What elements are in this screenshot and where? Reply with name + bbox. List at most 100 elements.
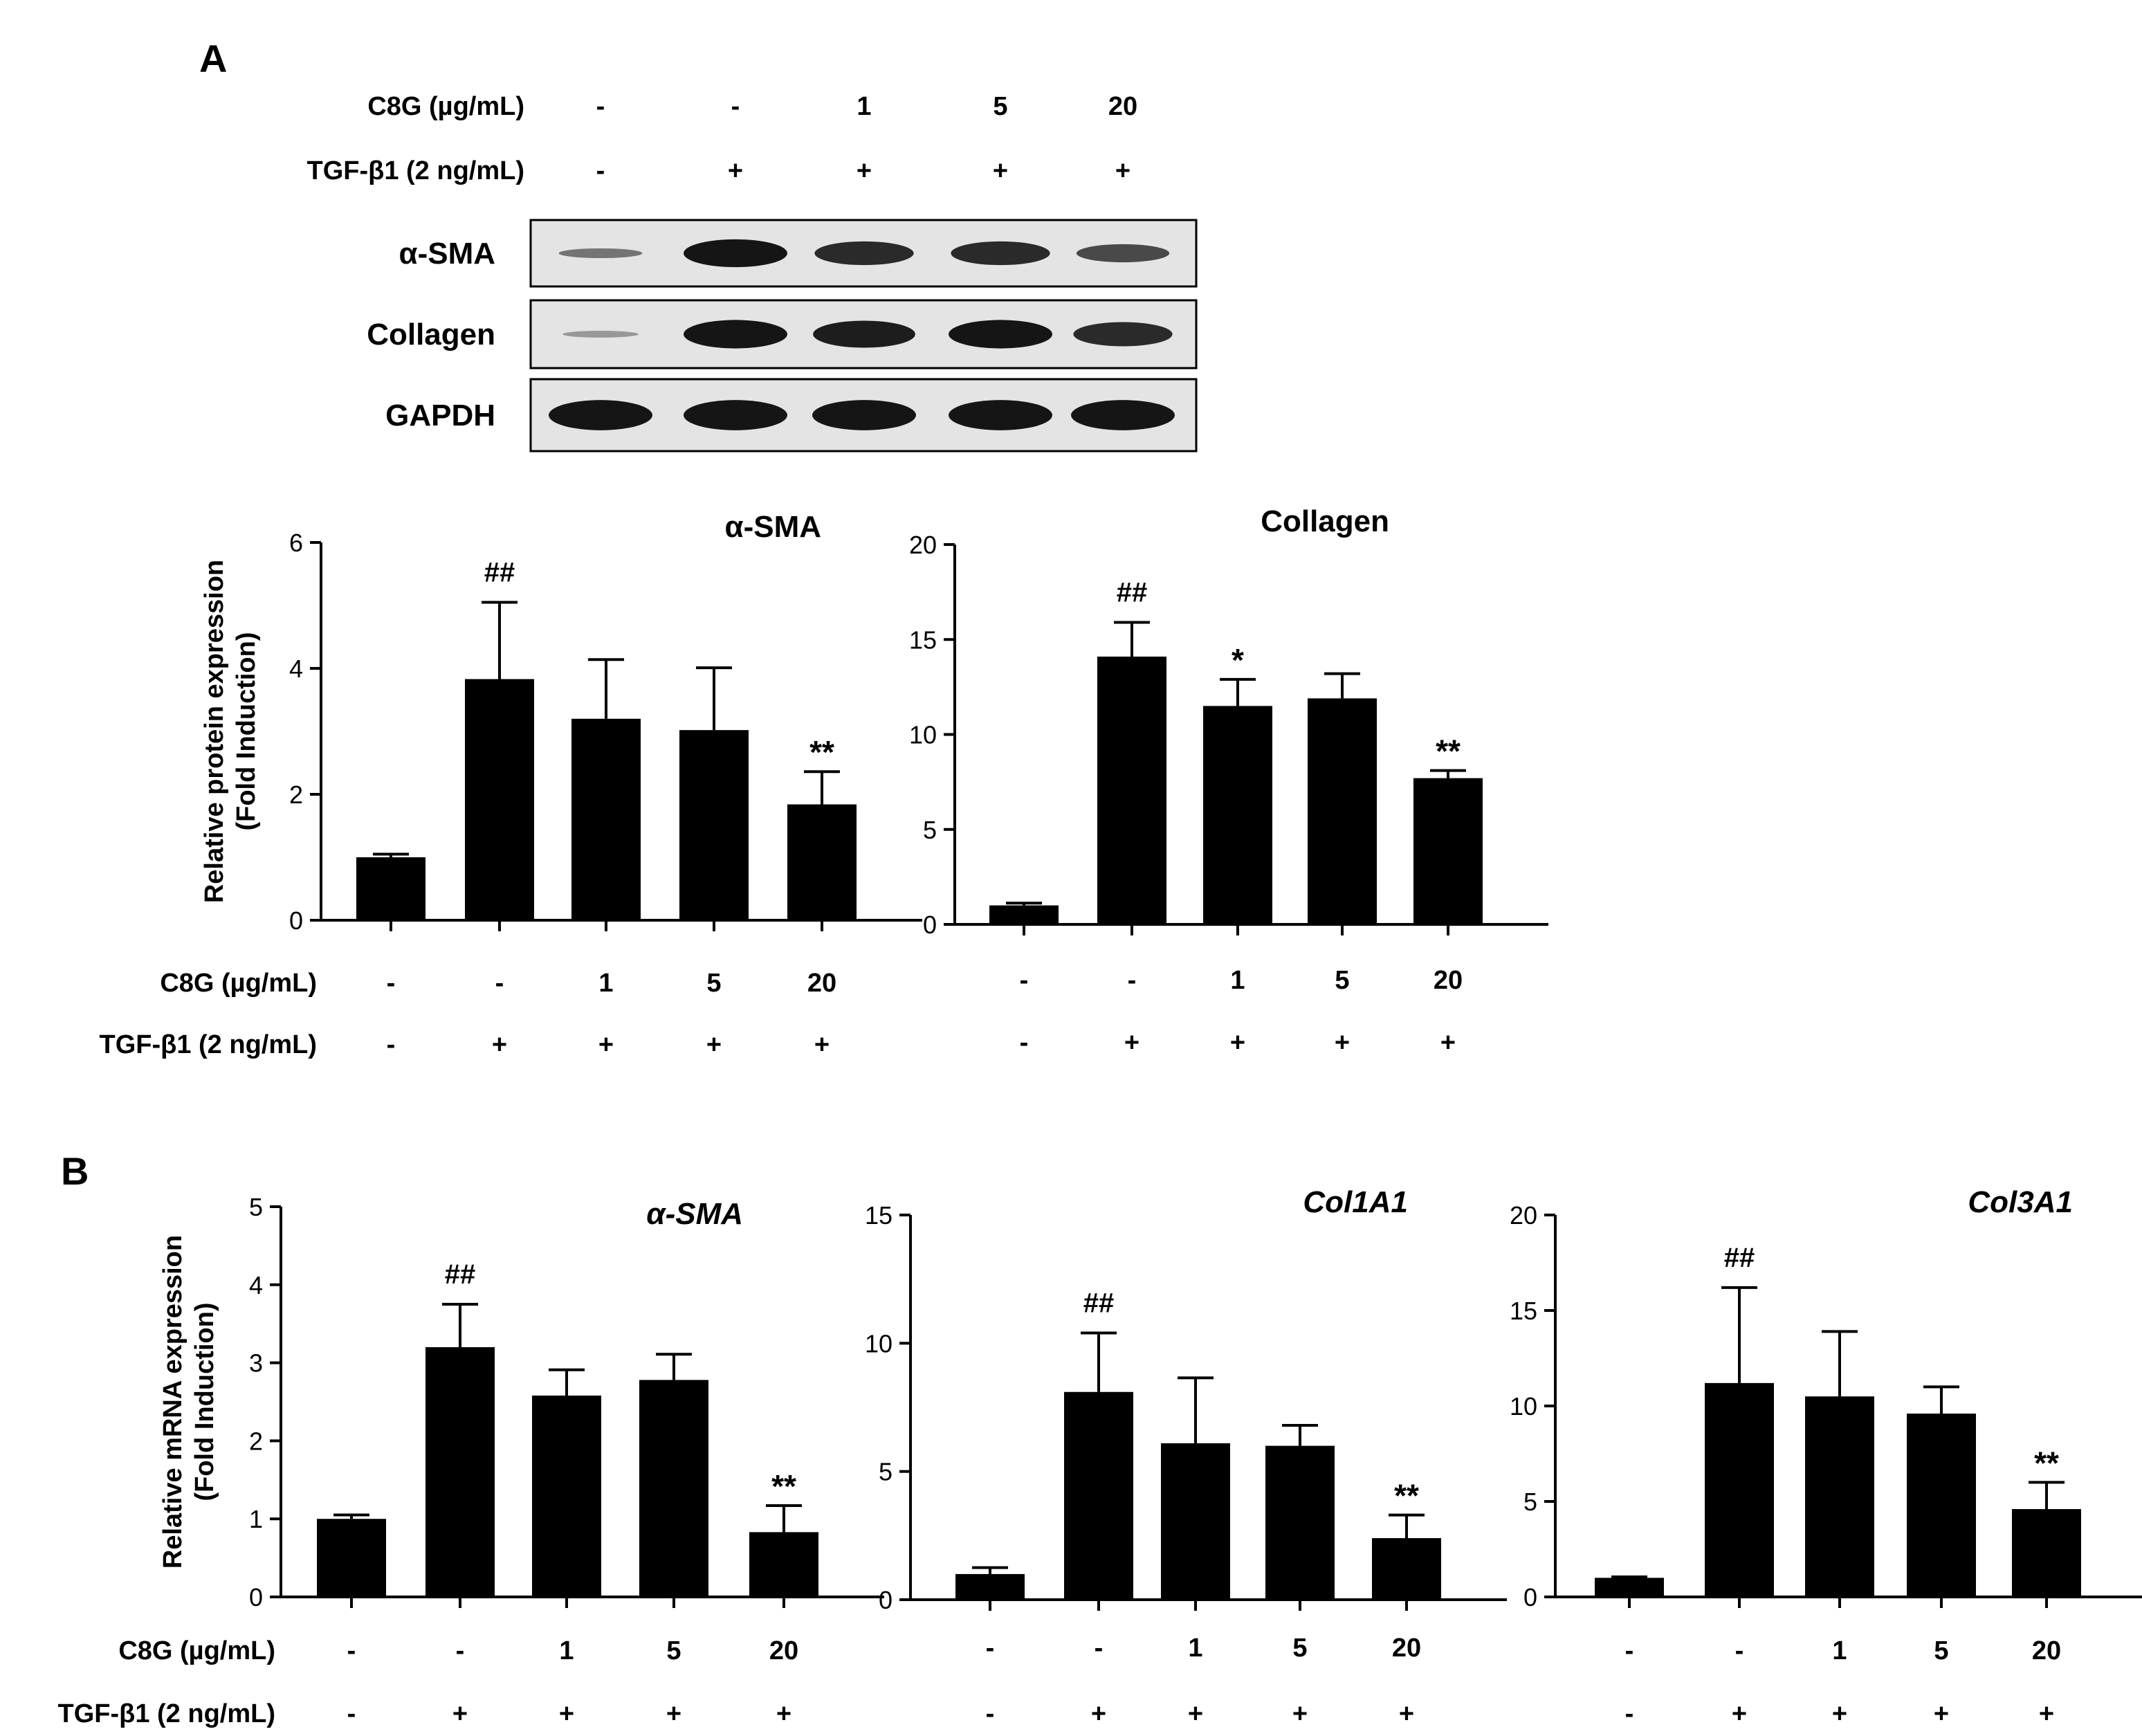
treatment-value: + xyxy=(1188,1699,1203,1728)
treatment-label: C8G (µg/mL) xyxy=(118,1636,275,1665)
y-tick-label: 3 xyxy=(249,1349,263,1378)
treatment-value: + xyxy=(1115,156,1130,185)
y-tick-label: 20 xyxy=(1510,1201,1537,1230)
treatment-value: + xyxy=(776,1699,791,1728)
treatment-value: - xyxy=(596,92,605,121)
y-tick-label: 1 xyxy=(249,1505,263,1533)
treatment-value: + xyxy=(1934,1699,1949,1728)
treatment-value: 5 xyxy=(1292,1634,1307,1663)
y-tick-label: 5 xyxy=(1523,1488,1537,1516)
treatment-value: + xyxy=(492,1030,507,1059)
y-tick-label: 0 xyxy=(249,1583,263,1611)
bar xyxy=(1595,1578,1664,1597)
bar xyxy=(1413,778,1483,924)
treatment-value: - xyxy=(1625,1636,1634,1665)
y-tick-label: 6 xyxy=(289,529,303,557)
treatment-value: 5 xyxy=(1335,966,1349,995)
y-tick-label: 4 xyxy=(249,1271,263,1299)
blot-band xyxy=(951,241,1050,266)
blot-band xyxy=(1076,244,1170,263)
treatment-value: - xyxy=(1735,1636,1744,1665)
chart-title: Col3A1 xyxy=(1968,1185,2073,1219)
significance-marker: ## xyxy=(1083,1288,1115,1319)
blot-band xyxy=(814,241,914,266)
treatment-value: - xyxy=(456,1636,465,1665)
treatment-value: 20 xyxy=(807,969,836,998)
blot-band xyxy=(1073,322,1173,347)
bar xyxy=(1372,1538,1441,1600)
blot-band xyxy=(684,239,787,268)
bar xyxy=(1064,1391,1133,1600)
significance-marker: ** xyxy=(2034,1445,2059,1481)
significance-marker: ## xyxy=(1117,578,1148,608)
y-tick-label: 2 xyxy=(249,1427,263,1455)
treatment-value: 1 xyxy=(1188,1634,1202,1663)
blot-band xyxy=(684,400,787,430)
treatment-value: + xyxy=(1440,1028,1456,1057)
bar xyxy=(1805,1396,1874,1597)
bar xyxy=(356,857,425,920)
bar xyxy=(425,1347,495,1597)
bar xyxy=(1161,1443,1230,1600)
bar xyxy=(1308,698,1377,924)
bar xyxy=(1265,1445,1335,1600)
chart-title: α-SMA xyxy=(646,1197,743,1231)
treatment-label: C8G (µg/mL) xyxy=(367,92,524,121)
y-tick-label: 0 xyxy=(289,906,303,935)
y-tick-label: 10 xyxy=(909,721,937,749)
treatment-value: 1 xyxy=(559,1636,574,1665)
treatment-value: - xyxy=(986,1634,995,1663)
treatment-value: 20 xyxy=(769,1636,798,1665)
treatment-value: + xyxy=(814,1030,830,1059)
treatment-label: TGF-β1 (2 ng/mL) xyxy=(306,156,524,185)
treatment-value: - xyxy=(1625,1699,1634,1728)
treatment-value: + xyxy=(452,1699,468,1728)
treatment-value: + xyxy=(993,156,1008,185)
bar xyxy=(2012,1509,2081,1597)
y-tick-label: 15 xyxy=(1510,1297,1537,1325)
treatment-value: 20 xyxy=(2032,1636,2061,1665)
y-tick-label: 0 xyxy=(923,911,937,939)
treatment-value: 1 xyxy=(1230,966,1245,995)
blot-band xyxy=(949,400,1052,430)
western-blot: C8G (µg/mL) - - 1 5 20 TGF-β1 (2 ng/mL) - + + + + α-… xyxy=(306,92,1198,453)
bar xyxy=(532,1395,601,1597)
treatment-value: - xyxy=(1020,966,1029,995)
blot-band xyxy=(813,320,915,348)
bar xyxy=(749,1532,818,1597)
blot-band xyxy=(558,248,643,259)
treatment-value: + xyxy=(2039,1699,2054,1728)
treatment-value: 20 xyxy=(1392,1634,1421,1663)
treatment-value: + xyxy=(1732,1699,1747,1728)
bar xyxy=(1907,1414,1976,1597)
bar xyxy=(989,905,1059,924)
significance-marker: * xyxy=(1232,642,1244,678)
y-tick-label: 15 xyxy=(909,625,937,654)
treatment-value: 5 xyxy=(1934,1636,1948,1665)
blot-band xyxy=(812,400,916,430)
treatment-label: C8G (µg/mL) xyxy=(160,969,317,998)
treatment-value: + xyxy=(1292,1699,1308,1728)
y-axis-label: (Fold Induction) xyxy=(232,632,261,830)
significance-marker: ## xyxy=(445,1259,476,1290)
bar xyxy=(639,1380,708,1597)
treatment-value: - xyxy=(495,969,504,998)
significance-marker: ## xyxy=(1724,1243,1755,1273)
y-tick-label: 10 xyxy=(865,1329,892,1358)
chart-title: Col1A1 xyxy=(1303,1185,1408,1219)
y-tick-label: 5 xyxy=(923,816,937,844)
y-tick-label: 0 xyxy=(1523,1583,1537,1611)
treatment-value: - xyxy=(731,92,740,121)
blot-label: GAPDH xyxy=(385,399,495,432)
treatment-value: + xyxy=(666,1699,681,1728)
treatment-value: - xyxy=(347,1699,356,1728)
treatment-value: 5 xyxy=(666,1636,681,1665)
y-tick-label: 5 xyxy=(249,1193,263,1221)
treatment-label: TGF-β1 (2 ng/mL) xyxy=(57,1699,275,1728)
blot-band xyxy=(562,331,639,338)
chart-title: Collagen xyxy=(1261,504,1389,538)
treatment-value: + xyxy=(857,156,872,185)
significance-marker: ## xyxy=(484,557,515,587)
